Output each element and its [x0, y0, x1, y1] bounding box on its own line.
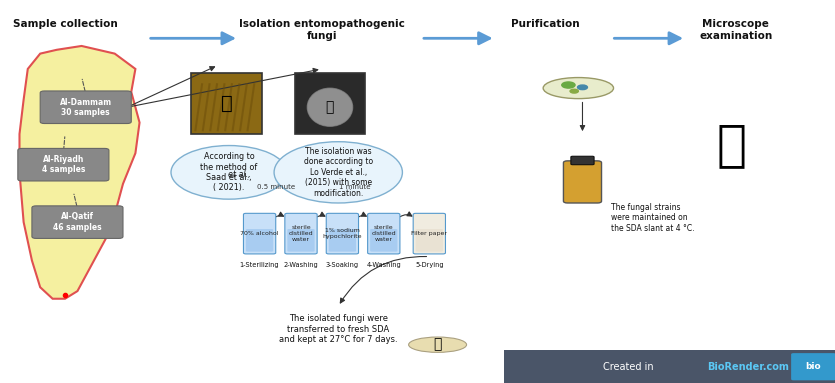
Text: 0.5 minute: 0.5 minute: [257, 183, 296, 190]
Text: 1 minute: 1 minute: [339, 183, 371, 190]
FancyBboxPatch shape: [326, 213, 358, 254]
FancyBboxPatch shape: [329, 229, 356, 252]
Text: 1% sodium
hypochlorite: 1% sodium hypochlorite: [322, 228, 362, 239]
Text: Al-Qatif
46 samples: Al-Qatif 46 samples: [53, 213, 102, 232]
Text: 3-Soaking: 3-Soaking: [326, 262, 359, 268]
FancyBboxPatch shape: [32, 206, 123, 238]
Text: Isolation entomopathogenic
fungi: Isolation entomopathogenic fungi: [239, 19, 405, 41]
Text: Microscope
examination: Microscope examination: [699, 19, 772, 41]
FancyBboxPatch shape: [246, 229, 273, 252]
FancyBboxPatch shape: [564, 161, 601, 203]
FancyBboxPatch shape: [287, 229, 315, 252]
FancyBboxPatch shape: [244, 213, 276, 254]
FancyBboxPatch shape: [18, 149, 109, 181]
Text: Al-Dammam
30 samples: Al-Dammam 30 samples: [59, 98, 112, 117]
Text: et al.,: et al.,: [228, 170, 250, 179]
Text: According to
the method of
Saad et al.,
( 2021).: According to the method of Saad et al., …: [200, 152, 257, 192]
Text: The fungal strains
were maintained on
the SDA slant at 4 °C.: The fungal strains were maintained on th…: [611, 203, 695, 233]
Circle shape: [578, 85, 588, 90]
Ellipse shape: [408, 337, 467, 352]
Text: 4-Washing: 4-Washing: [367, 262, 401, 268]
Text: Filter paper: Filter paper: [412, 231, 448, 236]
Ellipse shape: [274, 142, 402, 203]
Text: The isolated fungi were
transferred to fresh SDA
and kept at 27°C for 7 days.: The isolated fungi were transferred to f…: [279, 314, 397, 344]
Circle shape: [562, 82, 575, 88]
Text: bio: bio: [806, 362, 822, 372]
FancyBboxPatch shape: [504, 350, 835, 383]
FancyBboxPatch shape: [367, 213, 400, 254]
Ellipse shape: [171, 146, 287, 199]
Ellipse shape: [307, 88, 352, 126]
Text: The isolation was
done according to
Lo Verde et al.,
(2015) with some
modificati: The isolation was done according to Lo V…: [304, 147, 372, 198]
Text: 🪲: 🪲: [220, 94, 232, 113]
Text: 🦗: 🦗: [326, 100, 334, 114]
Text: 70% alcohol: 70% alcohol: [240, 231, 279, 236]
FancyBboxPatch shape: [791, 353, 835, 380]
Ellipse shape: [543, 77, 614, 99]
Text: 5-Drying: 5-Drying: [415, 262, 443, 268]
FancyBboxPatch shape: [370, 229, 397, 252]
Text: Al-Riyadh
4 samples: Al-Riyadh 4 samples: [42, 155, 85, 174]
Text: 🧫: 🧫: [433, 338, 442, 352]
FancyBboxPatch shape: [571, 156, 594, 165]
Text: sterile
distilled
water: sterile distilled water: [372, 225, 396, 242]
FancyBboxPatch shape: [295, 73, 365, 134]
FancyBboxPatch shape: [40, 91, 131, 124]
Text: 1-Sterilizing: 1-Sterilizing: [240, 262, 280, 268]
FancyBboxPatch shape: [191, 73, 261, 134]
Polygon shape: [19, 46, 139, 299]
Text: Purification: Purification: [511, 19, 579, 29]
Text: BioRender.com: BioRender.com: [706, 362, 788, 372]
Text: Created in: Created in: [603, 362, 657, 372]
Text: 2-Washing: 2-Washing: [284, 262, 318, 268]
FancyBboxPatch shape: [285, 213, 317, 254]
FancyBboxPatch shape: [416, 229, 443, 252]
Circle shape: [570, 89, 579, 93]
FancyBboxPatch shape: [413, 213, 445, 254]
Text: 🔬: 🔬: [716, 121, 746, 170]
Text: sterile
distilled
water: sterile distilled water: [289, 225, 313, 242]
Text: Sample collection: Sample collection: [13, 19, 118, 29]
